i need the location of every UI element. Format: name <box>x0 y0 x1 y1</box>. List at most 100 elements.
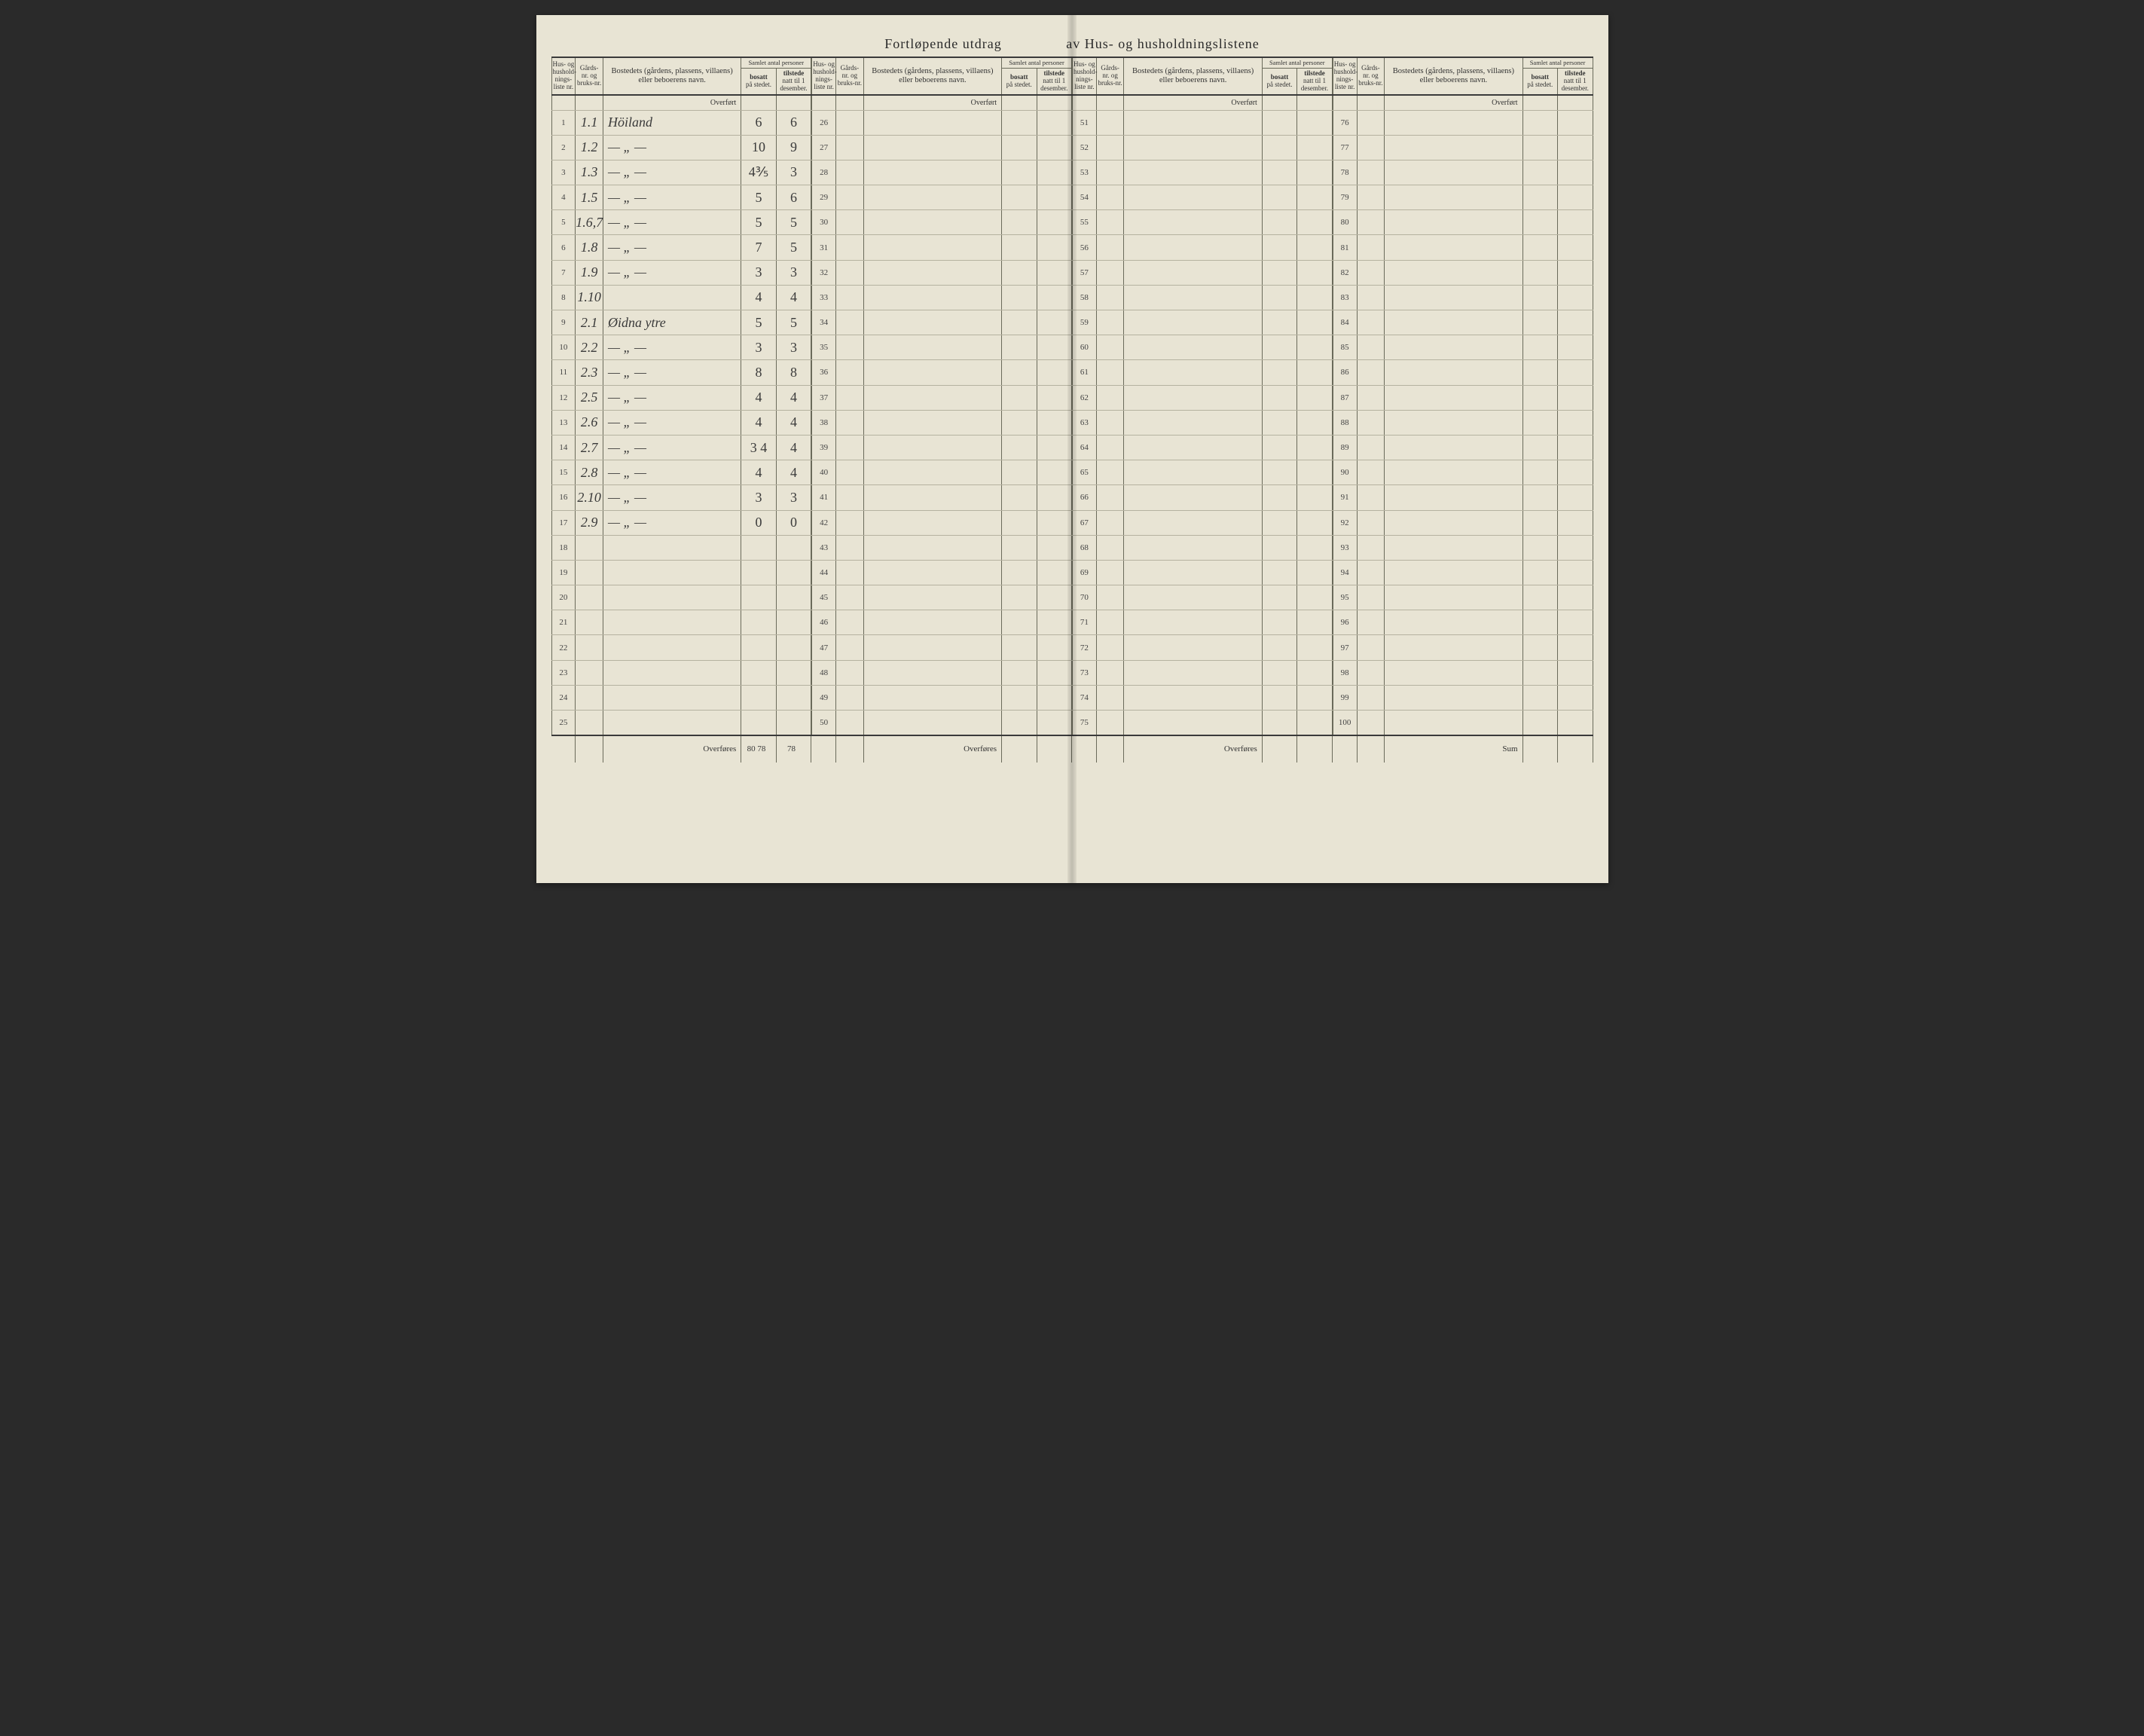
row-number: 31 <box>812 235 836 260</box>
cell-name: — „ — <box>603 485 741 510</box>
col-bosatt: bosattpå stedet. <box>1522 69 1557 95</box>
overfort-label: Overført <box>863 95 1001 110</box>
cell-tilstede <box>1558 685 1593 710</box>
row-number: 57 <box>1073 260 1097 285</box>
cell-gard <box>836 310 864 335</box>
cell-gard <box>836 260 864 285</box>
cell-gard <box>1096 410 1124 435</box>
cell-bosatt <box>1522 560 1557 585</box>
cell-gard <box>1096 635 1124 660</box>
cell-bosatt: 4 <box>741 410 776 435</box>
cell-bosatt <box>1002 635 1037 660</box>
table-row: 36 <box>812 360 1072 385</box>
row-number: 4 <box>551 185 576 210</box>
table-row: 95 <box>1333 585 1593 610</box>
cell-gard <box>1357 711 1385 735</box>
table-row: 76 <box>1333 110 1593 135</box>
document-page: Fortløpende utdrag av Hus- og husholdnin… <box>536 15 1608 883</box>
overfores-label: Sum <box>1385 735 1522 763</box>
table-row: 65 <box>1073 460 1333 485</box>
cell-tilstede <box>1037 460 1072 485</box>
cell-bosatt <box>1522 185 1557 210</box>
table-row: 22 <box>551 635 811 660</box>
row-number: 50 <box>812 711 836 735</box>
row-number: 45 <box>812 585 836 610</box>
table-row: 152.8— „ —44 <box>551 460 811 485</box>
overfores-row: Overføres80 7878 <box>551 735 811 763</box>
page-title: Fortløpende utdrag av Hus- og husholdnin… <box>551 36 1593 52</box>
cell-name <box>863 711 1001 735</box>
row-number: 83 <box>1333 285 1357 310</box>
overfores-row: Overføres <box>1073 735 1333 763</box>
row-number: 8 <box>551 285 576 310</box>
cell-name <box>1385 160 1522 185</box>
cell-gard <box>1357 360 1385 385</box>
cell-bosatt <box>1002 335 1037 360</box>
table-row: 51.6,7— „ —55 <box>551 210 811 235</box>
row-number: 10 <box>551 335 576 360</box>
cell-tilstede <box>1297 560 1333 585</box>
cell-bosatt <box>1262 585 1296 610</box>
row-number: 89 <box>1333 435 1357 460</box>
cell-gard <box>1357 210 1385 235</box>
row-number: 73 <box>1073 660 1097 685</box>
cell-tilstede <box>1297 685 1333 710</box>
cell-gard <box>836 460 864 485</box>
cell-name <box>1124 285 1262 310</box>
cell-name <box>863 510 1001 535</box>
cell-name <box>1385 360 1522 385</box>
cell-bosatt <box>1522 711 1557 735</box>
cell-name <box>1124 435 1262 460</box>
cell-name <box>863 685 1001 710</box>
cell-bosatt <box>1522 385 1557 410</box>
cell-gard: 1.8 <box>576 235 603 260</box>
cell-tilstede <box>776 635 811 660</box>
col-liste: Hus- og hushold-nings-liste nr. <box>1333 58 1357 95</box>
row-number: 78 <box>1333 160 1357 185</box>
row-number: 82 <box>1333 260 1357 285</box>
cell-bosatt <box>1262 110 1296 135</box>
cell-tilstede <box>1558 235 1593 260</box>
cell-name <box>1124 360 1262 385</box>
table-row: 132.6— „ —44 <box>551 410 811 435</box>
cell-name <box>863 460 1001 485</box>
cell-name <box>863 610 1001 635</box>
table-row: 66 <box>1073 485 1333 510</box>
cell-bosatt <box>1522 360 1557 385</box>
row-number: 24 <box>551 685 576 710</box>
overfort-label: Overført <box>1385 95 1522 110</box>
table-row: 59 <box>1073 310 1333 335</box>
cell-bosatt <box>1002 210 1037 235</box>
table-row: 172.9— „ —00 <box>551 510 811 535</box>
table-row: 64 <box>1073 435 1333 460</box>
cell-bosatt <box>1002 410 1037 435</box>
ledger-table: Hus- og hushold-nings-liste nr.Gårds-nr.… <box>1072 58 1333 763</box>
cell-bosatt <box>1002 185 1037 210</box>
cell-name <box>1124 685 1262 710</box>
overfort-row: Overført <box>551 95 811 110</box>
table-row: 78 <box>1333 160 1593 185</box>
col-name: Bostedets (gårdens, plassens, villaens) … <box>1124 58 1262 95</box>
row-number: 9 <box>551 310 576 335</box>
cell-gard <box>576 635 603 660</box>
table-row: 11.1Höiland66 <box>551 110 811 135</box>
cell-tilstede <box>1297 510 1333 535</box>
cell-tilstede <box>1037 685 1072 710</box>
cell-tilstede <box>1297 610 1333 635</box>
cell-tilstede <box>1297 235 1333 260</box>
cell-name <box>1124 310 1262 335</box>
cell-bosatt <box>1262 360 1296 385</box>
cell-name <box>863 160 1001 185</box>
table-row: 75 <box>1073 711 1333 735</box>
cell-name <box>1385 260 1522 285</box>
cell-gard <box>1357 260 1385 285</box>
table-row: 68 <box>1073 535 1333 560</box>
cell-gard <box>836 660 864 685</box>
cell-name <box>1124 560 1262 585</box>
row-number: 29 <box>812 185 836 210</box>
cell-gard <box>1096 160 1124 185</box>
cell-gard: 2.5 <box>576 385 603 410</box>
cell-tilstede <box>776 685 811 710</box>
cell-gard <box>836 435 864 460</box>
cell-name <box>863 360 1001 385</box>
